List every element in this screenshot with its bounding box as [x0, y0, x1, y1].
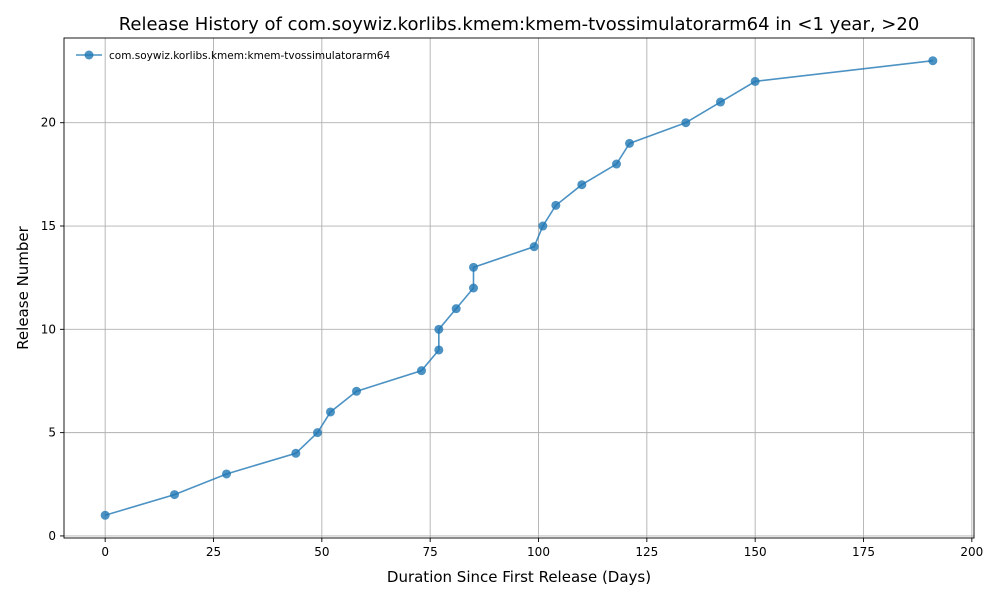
series-layer — [100, 56, 938, 520]
x-axis-label: Duration Since First Release (Days) — [387, 568, 651, 586]
y-tick-label: 5 — [48, 426, 56, 440]
data-point — [434, 324, 444, 334]
data-point — [434, 345, 444, 355]
data-point — [681, 118, 691, 128]
data-point — [538, 221, 548, 231]
x-tick-label: 150 — [744, 545, 767, 559]
data-point — [529, 242, 539, 252]
x-tick-label: 0 — [101, 545, 109, 559]
data-point — [551, 200, 561, 210]
data-point — [222, 469, 231, 479]
grid-lines — [64, 38, 974, 538]
y-tick-label: 0 — [48, 529, 56, 543]
data-point — [291, 448, 301, 458]
data-point — [313, 428, 322, 438]
data-point — [928, 56, 938, 66]
series-line — [104, 59, 933, 517]
x-tick-label: 50 — [314, 545, 329, 559]
y-tick-label: 15 — [41, 219, 56, 233]
y-tick-label: 20 — [41, 116, 56, 130]
chart-title: Release History of com.soywiz.korlibs.km… — [119, 14, 920, 35]
data-point — [469, 283, 478, 293]
y-tick-label: 10 — [41, 322, 56, 336]
data-point — [612, 159, 621, 169]
data-point — [417, 366, 426, 376]
legend: com.soywiz.korlibs.kmem:kmem-tvossimulat… — [76, 50, 390, 62]
data-point — [716, 97, 725, 107]
data-point — [625, 138, 634, 148]
data-point — [326, 407, 335, 417]
data-point — [170, 490, 179, 500]
x-tick-label: 125 — [635, 545, 658, 559]
x-tick-label: 175 — [852, 545, 875, 559]
data-point — [577, 180, 587, 190]
legend-entry-label: com.soywiz.korlibs.kmem:kmem-tvossimulat… — [109, 50, 390, 62]
plot-frame — [63, 37, 975, 539]
x-tick-label: 100 — [527, 545, 550, 559]
legend-marker-swatch — [84, 50, 94, 60]
y-axis-label: Release Number — [14, 225, 32, 349]
data-point — [451, 304, 461, 314]
x-tick-label: 75 — [423, 545, 438, 559]
x-axis-ticks: 0 25 50 75 100 125 150 175 200 — [101, 538, 983, 559]
data-point — [100, 510, 110, 520]
x-tick-label: 200 — [960, 545, 983, 559]
y-axis-ticks: 0 5 10 15 20 — [41, 116, 64, 543]
data-point — [352, 386, 361, 396]
data-point — [750, 76, 760, 86]
x-tick-label: 25 — [206, 545, 221, 559]
data-point — [469, 262, 478, 272]
